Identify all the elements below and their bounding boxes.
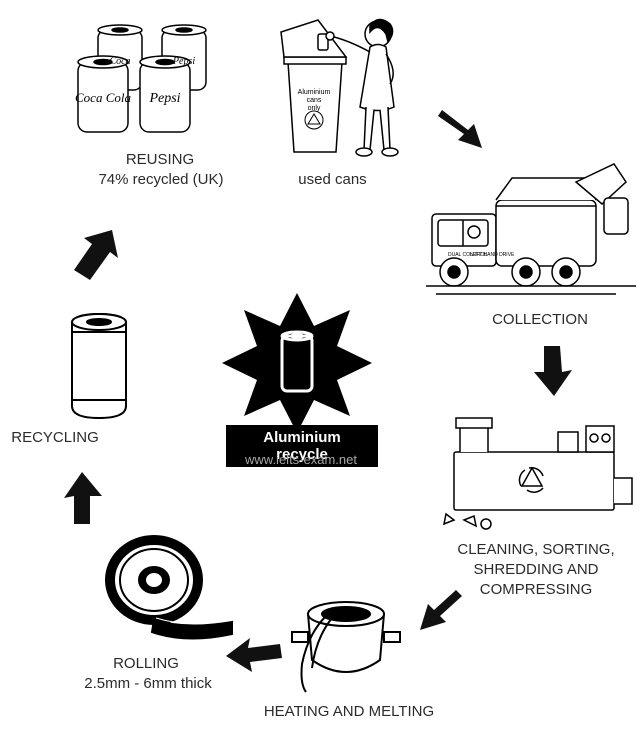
illustration-rolling-sheet xyxy=(86,530,236,650)
arrow-recycling-to-reusing xyxy=(68,220,124,286)
arrow-collection-to-processing xyxy=(530,342,580,402)
label-collection: COLLECTION xyxy=(480,310,600,330)
label-processing-line3: COMPRESSING xyxy=(446,580,626,600)
svg-text:Coca: Coca xyxy=(109,56,130,67)
arrow-rolling-to-recycling xyxy=(60,468,110,530)
label-processing-line1: CLEANING, SORTING, xyxy=(446,540,626,560)
illustration-processing-machine xyxy=(436,408,636,538)
label-heating: HEATING AND MELTING xyxy=(244,702,454,722)
svg-text:Coca Cola: Coca Cola xyxy=(75,90,131,105)
center-starburst xyxy=(222,288,372,438)
illustration-collection-truck: DUAL CONTROL LEFT HAND DRIVE xyxy=(426,156,636,306)
svg-text:Pepsi: Pepsi xyxy=(172,56,195,67)
label-reusing-line2: 74% recycled (UK) xyxy=(86,170,236,190)
label-used-cans: used cans xyxy=(290,170,375,190)
illustration-used-cans: Aluminium cans only xyxy=(278,12,433,167)
label-rolling-line1: ROLLING xyxy=(96,654,196,674)
svg-text:Pepsi: Pepsi xyxy=(148,91,180,106)
label-processing-line2: SHREDDING AND xyxy=(446,560,626,580)
illustration-heating-crucible xyxy=(286,588,406,698)
label-reusing-line1: REUSING xyxy=(100,150,220,170)
center-subtitle: www.ielts-exam.net xyxy=(226,452,376,467)
arrow-usedcans-to-collection xyxy=(434,104,494,164)
arrow-heating-to-rolling xyxy=(224,634,288,678)
illustration-reusing-cans: Coca Cola Coca Pepsi Pepsi xyxy=(70,20,240,140)
bin-label-l3: only xyxy=(308,105,321,112)
label-rolling-line2: 2.5mm - 6mm thick xyxy=(68,674,228,694)
illustration-recycling-can xyxy=(54,306,144,426)
bin-label-l1: Aluminium xyxy=(298,89,331,96)
label-recycling: RECYCLING xyxy=(0,428,110,448)
arrow-processing-to-heating xyxy=(410,590,470,644)
svg-text:LEFT HAND DRIVE: LEFT HAND DRIVE xyxy=(470,252,515,258)
bin-label-l2: cans xyxy=(307,97,322,104)
